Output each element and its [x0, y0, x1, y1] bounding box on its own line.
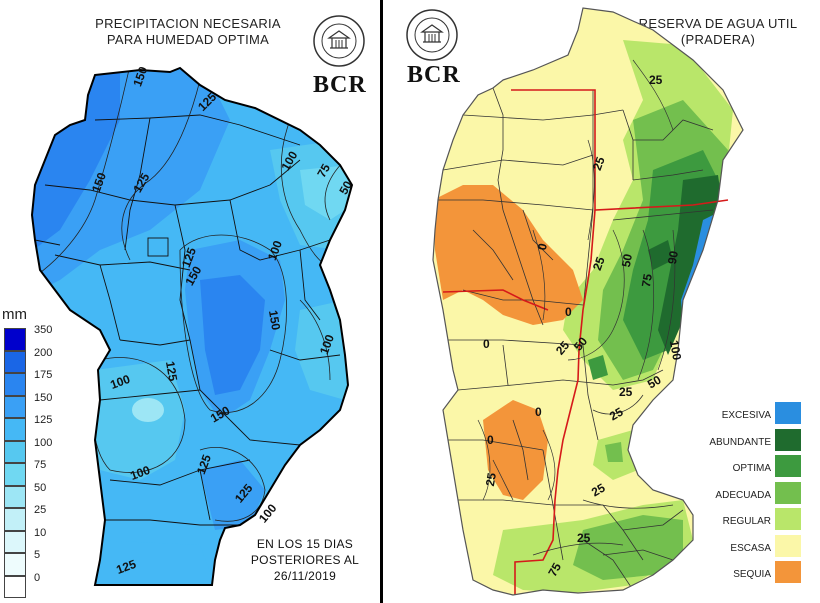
note-line1: EN LOS 15 DIAS	[256, 537, 354, 551]
bcr-seal-icon	[406, 9, 458, 61]
contour-label: 25	[590, 255, 608, 273]
legend-swatch	[775, 455, 801, 477]
legend-label: ADECUADA	[715, 489, 771, 501]
contour-label: 50	[645, 372, 664, 391]
scale-swatch	[4, 440, 26, 463]
contour-label: 25	[619, 385, 633, 399]
scale-swatch	[4, 328, 26, 351]
legend-label: REGULAR	[722, 516, 771, 527]
left-title-line1: PRECIPITACION NECESARIA	[95, 16, 281, 31]
water-reserve-map: 25 25 25 50 90 75 0 0 0 50 25 100 50 25 …	[432, 7, 744, 596]
contour-label: 125	[114, 557, 138, 577]
scale-swatch	[4, 373, 26, 396]
left-map-title: PRECIPITACION NECESARIA PARA HUMEDAD OPT…	[78, 16, 298, 48]
scale-value-label: 5	[34, 549, 41, 561]
scale-value-label: 150	[34, 391, 53, 404]
legend-label: OPTIMA	[732, 463, 771, 474]
scale-swatch	[4, 350, 26, 373]
scale-value-label: 50	[34, 481, 47, 494]
note-line2: POSTERIORES AL	[250, 553, 360, 567]
legend-label: SEQUIA	[733, 569, 771, 580]
contour-label: 0	[535, 405, 542, 419]
contour-label: 100	[128, 463, 152, 483]
scale-swatch	[4, 485, 26, 508]
contour-label: 75	[545, 560, 564, 579]
legend-swatch	[775, 428, 801, 451]
scale-swatch	[4, 395, 26, 418]
contour-label: 25	[590, 155, 608, 173]
legend-swatch	[775, 561, 801, 583]
contour-label: 150	[266, 309, 283, 331]
right-title-line1: RESERVA DE AGUA UTIL	[638, 16, 798, 31]
scale-swatch	[4, 463, 26, 486]
scale-value-label: 0	[34, 571, 41, 584]
scale-value-label: 100	[34, 436, 53, 449]
contour-label: 100	[265, 238, 285, 262]
contour-label: 0	[483, 337, 490, 351]
contour-label: 50	[619, 252, 635, 268]
water-reserve-map-panel: BCR RESERVA DE AGUA UTIL (PRADERA)	[383, 0, 820, 603]
contour-label: 150	[130, 64, 150, 88]
legend-swatch	[775, 402, 801, 424]
legend-swatch	[775, 534, 801, 557]
contour-label: 25	[589, 480, 608, 499]
scale-swatch	[4, 530, 26, 553]
precipitation-map-panel: PRECIPITACION NECESARIA PARA HUMEDAD OPT…	[0, 0, 380, 603]
scale-swatch	[4, 575, 26, 598]
scale-value-label: 25	[34, 504, 47, 516]
contour-label: 50	[336, 178, 355, 197]
contour-label: 25	[483, 471, 499, 487]
scale-value-label: 10	[34, 526, 47, 539]
contour-label: 90	[665, 249, 681, 265]
contour-label: 100	[317, 332, 337, 356]
unit-label: mm	[2, 306, 27, 323]
left-title-line2: PARA HUMEDAD OPTIMA	[106, 32, 270, 47]
period-note: EN LOS 15 DIAS POSTERIORES AL 26/11/2019	[240, 536, 370, 584]
legend-label: ABUNDANTE	[709, 436, 771, 448]
contour-label: 25	[577, 531, 591, 545]
contour-label: 25	[607, 404, 626, 423]
scale-swatch	[4, 553, 26, 576]
scale-value-label: 200	[34, 346, 53, 359]
contour-label: 75	[314, 161, 333, 180]
contour-label: 125	[194, 452, 214, 476]
scale-swatch	[4, 508, 26, 531]
legend-label: EXCESIVA	[721, 410, 771, 421]
left-bcr-logo: BCR	[313, 72, 367, 98]
contour-label: 0	[565, 305, 572, 319]
scale-swatch	[4, 418, 26, 441]
right-title-line2: (PRADERA)	[680, 32, 756, 47]
legend-label: ESCASA	[730, 542, 771, 554]
contour-label: 0	[535, 242, 550, 251]
scale-value-label: 350	[34, 324, 53, 336]
right-bcr-logo: BCR	[407, 62, 461, 88]
contour-label: 25	[649, 73, 663, 87]
note-line3: 26/11/2019	[273, 569, 337, 583]
legend-swatch	[775, 508, 801, 530]
scale-value-label: 125	[34, 414, 53, 426]
bcr-seal-icon	[313, 15, 365, 67]
contour-label: 100	[108, 372, 132, 392]
contour-label: 125	[163, 360, 180, 382]
precipitation-map: 150 125 150 125 100 75 50 125 150 100 15…	[30, 64, 355, 586]
scale-value-label: 75	[34, 459, 47, 471]
contour-label: 125	[179, 245, 199, 269]
contour-label: 150	[89, 170, 109, 194]
scale-value-label: 175	[34, 369, 53, 381]
contour-label: 100	[667, 339, 684, 361]
contour-label: 0	[487, 433, 494, 447]
legend-swatch	[775, 481, 801, 504]
right-map-title: RESERVA DE AGUA UTIL (PRADERA)	[628, 16, 808, 48]
panel-divider	[380, 0, 383, 603]
contour-label: 75	[639, 272, 655, 288]
